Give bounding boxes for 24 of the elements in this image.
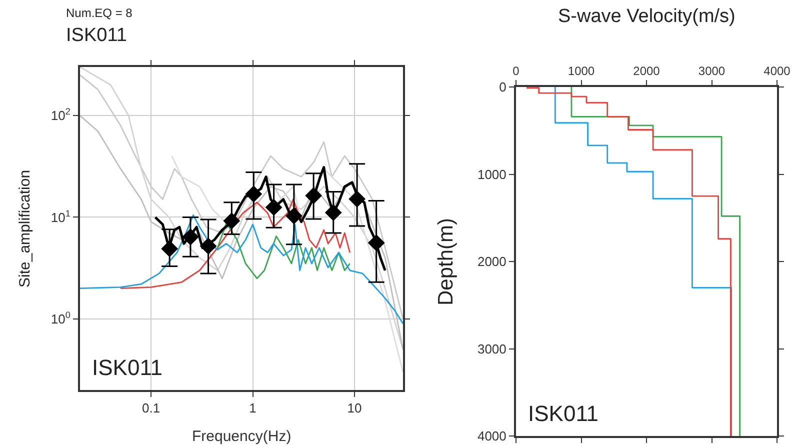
x-tick-label: 1 [249, 400, 256, 416]
chart-title: ISK011 [66, 25, 127, 46]
y-tick-label: 0 [499, 80, 506, 95]
x-tick-label: 10 [347, 400, 362, 416]
y-tick-label: 2000 [477, 254, 506, 270]
y-tick-label: 10$^{2}$ [50, 106, 70, 124]
x-tick-label: 1000 [568, 64, 595, 78]
y-tick-label: 3000 [477, 341, 506, 356]
y-axis-title: Site_amplification [16, 170, 34, 288]
annotation: ISK011 [92, 355, 163, 380]
x-tick-label: 0.1 [142, 400, 160, 416]
y-axis-title: Depth(m) [434, 218, 458, 306]
annotation: ISK011 [528, 401, 599, 426]
y-tick-label: 10$^{1}$ [50, 208, 70, 225]
chart-subtitle: Num.EQ = 8 [66, 6, 133, 20]
x-axis-title: Frequency(Hz) [192, 428, 292, 445]
x-tick-label: 4000 [764, 64, 791, 78]
y-tick-label: 4000 [477, 428, 506, 444]
x-axis-title: S-wave Velocity(m/s) [558, 6, 736, 27]
x-tick-label: 3000 [698, 64, 726, 78]
x-tick-label: 0 [512, 64, 520, 78]
x-tick-label: 2000 [633, 64, 660, 78]
y-tick-label: 1000 [477, 166, 506, 182]
y-tick-label: 10$^{0}$ [50, 310, 70, 326]
